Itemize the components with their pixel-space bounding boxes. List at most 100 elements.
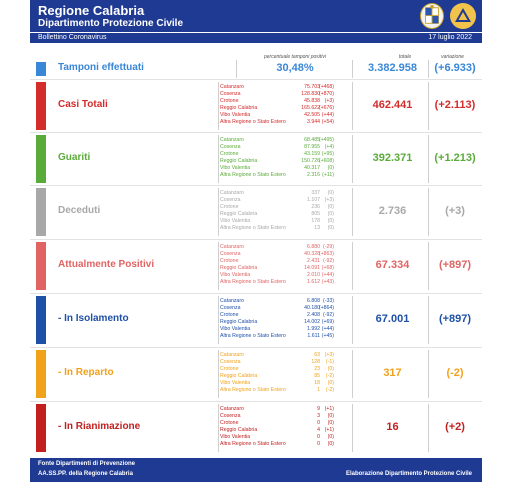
row-separator — [30, 132, 482, 133]
province-name: Altra Regione o Stato Estero — [220, 172, 286, 178]
province-row: Reggio Calabria 14.002 (+69) — [220, 319, 370, 326]
province-name: Reggio Calabria — [220, 373, 258, 379]
province-delta: (+44) — [321, 272, 334, 278]
province-value: 1.612 — [307, 279, 320, 285]
province-value: 2.431 — [307, 258, 320, 264]
section-total: 462.441 — [372, 99, 413, 111]
province-name: Crotone — [220, 258, 239, 264]
row-separator — [30, 79, 482, 80]
province-name: Catanzaro — [220, 352, 244, 358]
section-row: Attualmente Positivi Catanzaro 6.880 (-29) C… — [30, 239, 482, 292]
province-breakdown: Catanzaro 6.808 (-33) Cosenza 40.180 (+864) Cr… — [220, 298, 370, 340]
bulletin-date: 17 luglio 2022 — [428, 34, 472, 41]
province-name: Vibo Valentia — [220, 112, 251, 118]
province-name: Altra Regione o Stato Estero — [220, 119, 286, 125]
province-value: 75.703 — [304, 84, 320, 90]
province-row: Catanzaro 68.485 (+495) — [220, 137, 370, 144]
province-row: Vibo Valentia 178 (0) — [220, 218, 370, 225]
column-divider — [352, 82, 353, 130]
province-delta: (+43) — [321, 279, 334, 285]
section-color-marker — [36, 296, 46, 344]
province-delta: (+863) — [318, 251, 334, 257]
province-name: Vibo Valentia — [220, 434, 251, 440]
column-divider — [428, 82, 429, 130]
province-breakdown: Catanzaro 63 (+3) Cosenza 128 (-1) Crotone 23 (0… — [220, 352, 370, 394]
province-value: 6.808 — [307, 298, 320, 304]
section-row: Guariti Catanzaro 68.485 (+495) Cosenza 87.95… — [30, 132, 482, 185]
province-row: Catanzaro 63 (+3) — [220, 352, 370, 359]
section-total: 67.334 — [375, 259, 410, 271]
province-row: Vibo Valentia 18 (0) — [220, 380, 370, 387]
province-value: 1 — [317, 387, 320, 393]
province-delta: (+68) — [321, 265, 334, 271]
section-color-marker — [36, 404, 46, 452]
section-label: - In Reparto — [58, 367, 114, 378]
column-divider — [352, 242, 353, 290]
province-delta: (0) — [327, 165, 334, 171]
footer-banner: Fonte Dipartimenti di Prevenzione AA.SS.… — [30, 458, 482, 482]
province-delta: (+44) — [321, 112, 334, 118]
province-row: Vibo Valentia 2.010 (+44) — [220, 272, 370, 279]
province-row: Altra Regione o Stato Estero 0 (0) — [220, 441, 370, 448]
section-label: Casi Totali — [58, 99, 108, 110]
province-delta: (0) — [327, 218, 334, 224]
column-divider — [428, 60, 429, 78]
section-label: Guariti — [58, 152, 91, 163]
province-value: 3.944 — [307, 119, 320, 125]
province-row: Vibo Valentia 0 (0) — [220, 434, 370, 441]
province-row: Altra Regione o Stato Estero 1.611 (+45) — [220, 333, 370, 340]
tamponi-row: Tamponi effettuati 30,48% 3.382.958 (+6.… — [30, 60, 482, 78]
province-name: Altra Regione o Stato Estero — [220, 333, 286, 339]
province-delta: (+44) — [321, 326, 334, 332]
section-color-marker — [36, 82, 46, 130]
province-name: Vibo Valentia — [220, 272, 251, 278]
province-delta: (0) — [327, 190, 334, 196]
province-breakdown: Catanzaro 337 (0) Cosenza 1.107 (+3) Crotone 23… — [220, 190, 370, 232]
province-value: 40.328 — [304, 251, 320, 257]
province-row: Catanzaro 6.808 (-33) — [220, 298, 370, 305]
province-value: 128 — [311, 359, 320, 365]
province-value: 165.622 — [301, 105, 320, 111]
column-divider — [352, 404, 353, 452]
province-breakdown: Catanzaro 9 (+1) Cosenza 3 (0) Crotone 0 (0) Regg… — [220, 406, 370, 448]
province-row: Cosenza 128.830 (+870) — [220, 91, 370, 98]
province-name: Reggio Calabria — [220, 427, 258, 433]
province-name: Crotone — [220, 312, 239, 318]
column-divider — [218, 188, 219, 236]
province-row: Crotone 43.159 (+95) — [220, 151, 370, 158]
column-divider — [352, 60, 353, 78]
province-row: Cosenza 3 (0) — [220, 413, 370, 420]
province-value: 43.159 — [304, 151, 320, 157]
row-separator — [30, 239, 482, 240]
province-row: Catanzaro 75.703 (+468) — [220, 84, 370, 91]
province-name: Vibo Valentia — [220, 218, 251, 224]
bulletin-page: Regione Calabria Dipartimento Protezione… — [30, 0, 482, 484]
province-value: 9 — [317, 406, 320, 412]
province-delta: (0) — [327, 380, 334, 386]
province-delta: (+3) — [324, 197, 334, 203]
section-label: Deceduti — [58, 205, 101, 216]
section-variation: (-2) — [446, 367, 464, 379]
province-delta: (+676) — [318, 105, 334, 111]
province-row: Reggio Calabria 805 (0) — [220, 211, 370, 218]
row-separator — [30, 293, 482, 294]
region-title: Regione Calabria — [38, 3, 145, 18]
province-delta: (+864) — [318, 305, 334, 311]
province-value: 6.880 — [307, 244, 320, 250]
province-delta: (0) — [327, 225, 334, 231]
province-name: Altra Regione o Stato Estero — [220, 225, 286, 231]
province-value: 805 — [311, 211, 320, 217]
province-value: 14.002 — [304, 319, 320, 325]
province-value: 23 — [314, 366, 320, 372]
province-name: Crotone — [220, 366, 239, 372]
province-delta: (+468) — [318, 84, 334, 90]
province-value: 87.955 — [304, 144, 320, 150]
province-row: Crotone 2.431 (-92) — [220, 258, 370, 265]
province-name: Crotone — [220, 151, 239, 157]
province-name: Catanzaro — [220, 190, 244, 196]
province-name: Reggio Calabria — [220, 319, 258, 325]
province-name: Catanzaro — [220, 244, 244, 250]
province-name: Cosenza — [220, 144, 241, 150]
province-name: Crotone — [220, 420, 239, 426]
province-delta: (+608) — [318, 158, 334, 164]
